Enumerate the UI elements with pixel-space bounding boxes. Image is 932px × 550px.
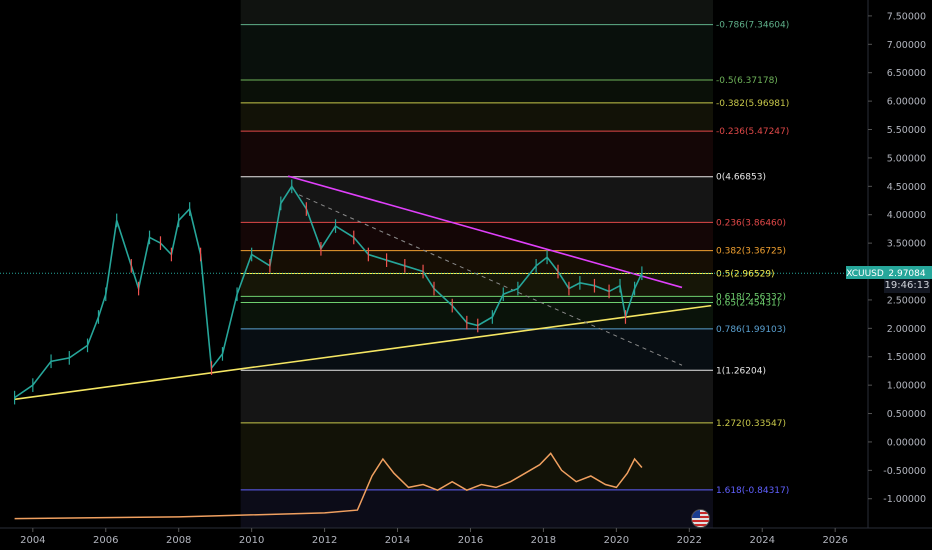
fib-level-label: 1.618(-0.84317): [716, 486, 789, 496]
y-tick-label: 6.50000: [887, 68, 926, 79]
y-tick-label: 1.50000: [887, 352, 926, 363]
x-tick-label: 2024: [750, 535, 775, 546]
fib-level-label: 1.272(0.33547): [716, 419, 786, 429]
fib-band: [240, 102, 714, 132]
y-tick-label: 7.50000: [887, 11, 926, 22]
fib-band: [240, 79, 714, 103]
y-tick-label: -1.00000: [883, 494, 926, 505]
y-tick-label: -0.50000: [883, 466, 926, 477]
countdown-timer: 19:46:13: [884, 279, 930, 293]
y-tick-label: 7.00000: [887, 40, 926, 51]
x-tick-label: 2016: [458, 535, 483, 546]
x-tick-label: 2012: [312, 535, 337, 546]
y-tick-label: 5.50000: [887, 125, 926, 136]
y-tick-label: 4.00000: [887, 210, 926, 221]
x-tick-label: 2014: [385, 535, 410, 546]
fib-band: [240, 222, 714, 251]
x-tick-label: 2020: [604, 535, 629, 546]
fibonacci-retracement[interactable]: -0.786(7.34604) -0.5(6.37178) -0.382(5.969…: [240, 0, 790, 528]
fib-band: [240, 328, 714, 371]
y-tick-label: 2.50000: [887, 295, 926, 306]
trendline-dashed-projection: [298, 194, 683, 366]
fib-band: [240, 176, 714, 223]
y-tick-label: 1.00000: [887, 381, 926, 392]
time-axis[interactable]: 2004 2006 2008 2010 2012 2014 2016 2018 2020 2022…: [0, 527, 932, 546]
y-tick-label: 5.00000: [887, 153, 926, 164]
y-tick-label: 4.50000: [887, 182, 926, 193]
fib-band: [240, 250, 714, 274]
fib-level-label: 0.382(3.36725): [716, 247, 786, 257]
last-price-label: 2.97084: [888, 269, 925, 279]
y-tick-label: 6.00000: [887, 97, 926, 108]
y-tick-label: 3.50000: [887, 239, 926, 250]
fib-level-label: 0.786(1.99103): [716, 325, 786, 335]
trendlines[interactable]: [14, 175, 712, 401]
fib-level-label: -0.382(5.96981): [716, 99, 789, 109]
us-flag-icon[interactable]: [691, 509, 710, 528]
x-tick-label: 2022: [677, 535, 702, 546]
symbol-price-tag: XCUUSD 2.97084: [846, 266, 932, 279]
fib-level-label: 0.236(3.86460): [716, 218, 786, 228]
fib-level-label: 0.65(2.45431): [716, 299, 780, 309]
fib-band: [240, 0, 714, 25]
fib-level-label: -0.236(5.47247): [716, 127, 789, 137]
fib-band: [240, 370, 714, 423]
fib-level-label: 0.5(2.96529): [716, 269, 775, 279]
fib-band: [240, 296, 714, 303]
fib-level-label: -0.786(7.34604): [716, 21, 789, 31]
fib-level-label: 0(4.66853): [716, 173, 766, 183]
series: [13, 179, 643, 520]
fib-band: [240, 422, 714, 490]
trendline-resistance: [287, 175, 683, 289]
x-tick-label: 2008: [166, 535, 191, 546]
y-tick-label: 0.50000: [887, 409, 926, 420]
fib-level-label: -0.5(6.37178): [716, 76, 778, 86]
x-tick-label: 2026: [822, 535, 847, 546]
trendline-support: [14, 304, 712, 401]
symbol-label: XCUUSD: [846, 269, 884, 279]
y-tick-label: 2.00000: [887, 324, 926, 335]
x-tick-label: 2004: [20, 535, 45, 546]
fib-band: [240, 489, 714, 528]
fib-band: [240, 24, 714, 80]
x-tick-label: 2010: [239, 535, 264, 546]
x-tick-label: 2006: [93, 535, 118, 546]
fib-band: [240, 131, 714, 177]
x-tick-label: 2018: [531, 535, 556, 546]
oscillator-line: [14, 452, 643, 520]
fib-level-label: 1(1.26204): [716, 366, 766, 376]
fib-level-label: 0.618(2.56332): [716, 292, 786, 302]
y-tick-label: 0.00000: [887, 437, 926, 448]
